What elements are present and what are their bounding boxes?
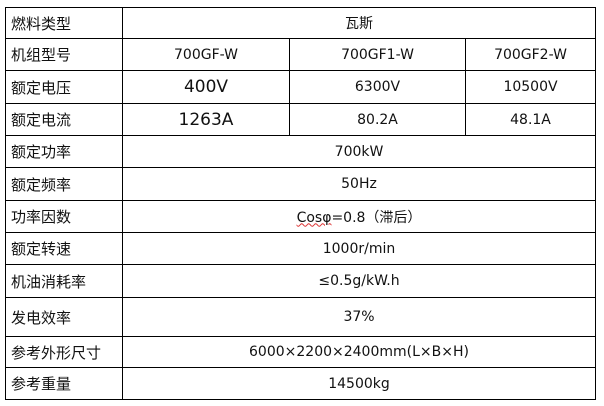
cell: 48.1A	[465, 103, 596, 136]
table-row: 参考外形尺寸 6000×2200×2400mm(L×B×H)	[5, 336, 596, 368]
row-label: 额定转速	[5, 232, 123, 265]
cell: 1000r/min	[122, 232, 596, 265]
row-label: 机油消耗率	[5, 264, 123, 298]
row-label: 参考外形尺寸	[5, 336, 123, 368]
row-label: 机组型号	[5, 38, 123, 71]
cell: 14500kg	[122, 367, 596, 400]
table-row: 功率因数 Cosφ=0.8（滞后）	[5, 200, 596, 233]
spec-table: 燃料类型 瓦斯 机组型号 700GF-W 700GF1-W 700GF2-W 额定电压 4…	[5, 7, 596, 400]
row-label: 参考重量	[5, 367, 123, 400]
cell: 10500V	[465, 70, 596, 104]
table-row: 燃料类型 瓦斯	[5, 7, 596, 39]
table-row: 额定转速 1000r/min	[5, 232, 596, 265]
cell: Cosφ=0.8（滞后）	[122, 200, 596, 233]
table-row: 额定功率 700kW	[5, 135, 596, 168]
row-label: 功率因数	[5, 200, 123, 233]
table-row: 机组型号 700GF-W 700GF1-W 700GF2-W	[5, 38, 596, 71]
cell: 700GF-W	[122, 38, 290, 71]
cos-phi-text: Cosφ	[296, 209, 332, 226]
row-label: 额定频率	[5, 167, 123, 201]
cell: 700GF1-W	[289, 38, 466, 71]
power-factor-value: =0.8（滞后）	[331, 209, 422, 226]
cell: 6000×2200×2400mm(L×B×H)	[122, 336, 596, 368]
cell: 700GF2-W	[465, 38, 596, 71]
row-label: 额定电压	[5, 70, 123, 104]
cell: 80.2A	[289, 103, 466, 136]
table-row: 机油消耗率 ≤0.5g/kW.h	[5, 264, 596, 298]
table-row: 参考重量 14500kg	[5, 367, 596, 400]
cell: 瓦斯	[122, 7, 596, 39]
row-label: 额定电流	[5, 103, 123, 136]
cell: 700kW	[122, 135, 596, 168]
table-row: 发电效率 37%	[5, 297, 596, 337]
cell: 400V	[122, 70, 290, 104]
cell: 50Hz	[122, 167, 596, 201]
table-row: 额定频率 50Hz	[5, 167, 596, 201]
cell: 6300V	[289, 70, 466, 104]
table-row: 额定电流 1263A 80.2A 48.1A	[5, 103, 596, 136]
row-label: 燃料类型	[5, 7, 123, 39]
cell: 37%	[122, 297, 596, 337]
cell: 1263A	[122, 103, 290, 136]
row-label: 发电效率	[5, 297, 123, 337]
table-row: 额定电压 400V 6300V 10500V	[5, 70, 596, 104]
cell: ≤0.5g/kW.h	[122, 264, 596, 298]
row-label: 额定功率	[5, 135, 123, 168]
